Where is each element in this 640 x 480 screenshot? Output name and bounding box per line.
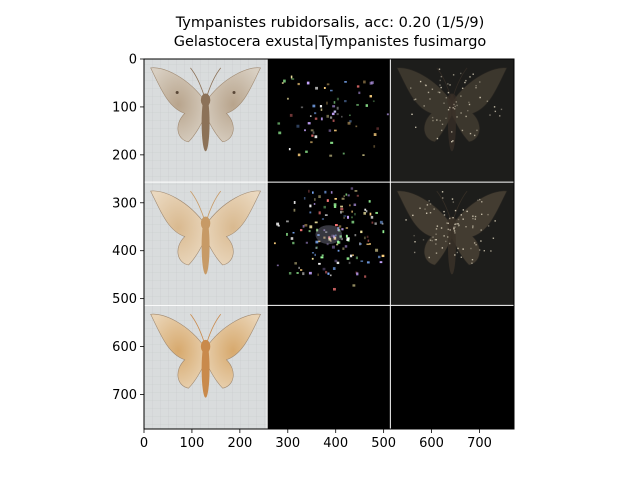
y-tick-label: 0	[129, 53, 137, 68]
y-tick-label: 200	[112, 148, 137, 163]
y-tick-label: 400	[112, 244, 137, 259]
x-tick-label: 0	[140, 436, 148, 451]
chart-subtitle: Gelastocera exusta|Tympanistes fusimargo	[173, 34, 487, 50]
panel-black	[390, 305, 514, 429]
panel-moth-photo	[144, 59, 268, 183]
y-tick-label: 100	[112, 100, 137, 115]
x-tick-label: 100	[180, 436, 205, 451]
panel-moth-photo	[144, 182, 268, 306]
panel-masked-photo	[390, 59, 514, 183]
panel-saliency-map	[267, 59, 391, 183]
x-tick-label: 300	[275, 436, 300, 451]
y-tick-label: 700	[112, 388, 137, 403]
panel-masked-photo	[390, 182, 514, 306]
y-tick-label: 300	[112, 196, 137, 211]
panel-moth-photo	[144, 305, 268, 429]
axes-frame	[143, 58, 515, 430]
y-tick-label: 600	[112, 340, 137, 355]
panel-black	[267, 305, 391, 429]
chart-title: Tympanistes rubidorsalis, acc: 0.20 (1/5…	[175, 15, 485, 31]
y-axis: 0 100 200 300 400 500 600 700	[112, 53, 144, 403]
x-axis: 0 100 200 300 400 500 600 700	[140, 429, 492, 451]
y-tick-label: 500	[112, 292, 137, 307]
x-tick-label: 600	[419, 436, 444, 451]
x-tick-label: 400	[323, 436, 348, 451]
x-tick-label: 200	[227, 436, 252, 451]
x-tick-label: 500	[371, 436, 396, 451]
panel-saliency-map	[267, 182, 391, 306]
x-tick-label: 700	[467, 436, 492, 451]
